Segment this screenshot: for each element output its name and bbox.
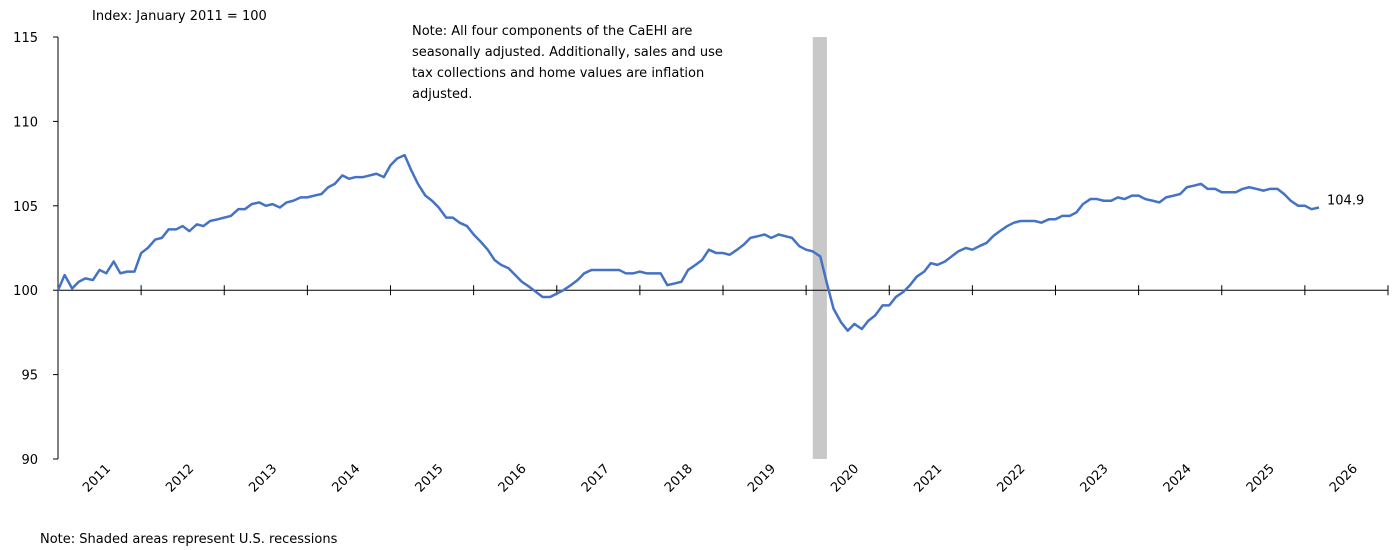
x-tick-label: 2019 — [745, 462, 779, 496]
y-tick-label: 100 — [13, 284, 38, 299]
y-tick-label: 115 — [13, 31, 38, 46]
x-tick-label: 2011 — [80, 462, 114, 496]
note-line: adjusted. — [412, 87, 472, 102]
x-tick-label: 2020 — [828, 462, 862, 496]
x-tick-label: 2015 — [413, 462, 447, 496]
note-line: seasonally adjusted. Additionally, sales… — [412, 45, 723, 60]
end-value-label: 104.9 — [1327, 193, 1364, 208]
y-tick-label: 95 — [21, 369, 38, 384]
x-tick-label: 2016 — [496, 462, 530, 496]
x-tick-label: 2014 — [329, 462, 363, 496]
x-tick-label: 2025 — [1244, 462, 1278, 496]
recession-shade — [812, 37, 827, 459]
x-tick-label: 2026 — [1327, 462, 1361, 496]
y-tick-label: 105 — [13, 200, 38, 215]
x-tick-label: 2017 — [579, 462, 613, 496]
y-axis-label: Index: January 2011 = 100 — [92, 9, 267, 24]
x-tick-label: 2024 — [1161, 462, 1195, 496]
data-line — [56, 153, 1320, 332]
x-tick-label: 2018 — [662, 462, 696, 496]
x-tick-label: 2021 — [911, 462, 945, 496]
x-tick-label: 2023 — [1078, 462, 1112, 496]
x-tick-label: 2022 — [994, 462, 1028, 496]
y-tick-label: 90 — [21, 453, 38, 468]
x-tick-label: 2012 — [163, 462, 197, 496]
note-line: Note: All four components of the CaEHI a… — [412, 24, 692, 39]
x-tick-label: 2013 — [246, 462, 280, 496]
footnote: Note: Shaded areas represent U.S. recess… — [40, 532, 338, 547]
y-tick-label: 110 — [13, 115, 38, 130]
note-line: tax collections and home values are infl… — [412, 66, 704, 81]
